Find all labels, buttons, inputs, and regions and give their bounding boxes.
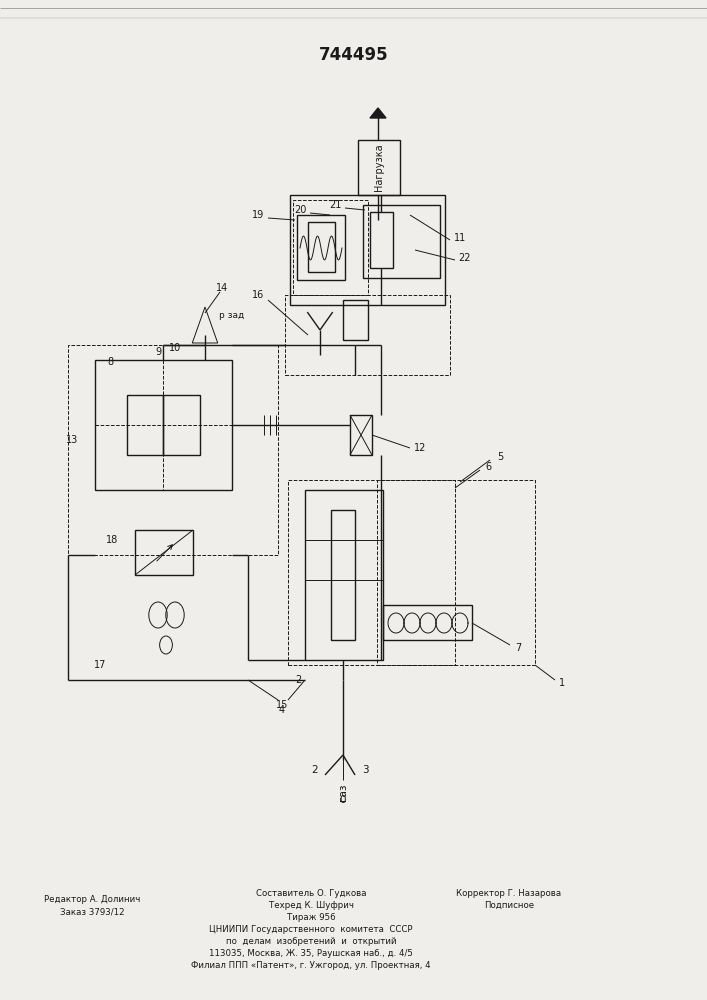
Text: 7: 7	[515, 643, 521, 653]
Bar	[297, 215, 345, 280]
Text: Филиал ППП «Патент», г. Ужгород, ул. Проектная, 4: Филиал ППП «Патент», г. Ужгород, ул. Про…	[192, 960, 431, 970]
Text: 744495: 744495	[319, 46, 388, 64]
Text: 3: 3	[362, 765, 368, 775]
Bar	[95, 360, 232, 490]
Text: Подписное: Подписное	[484, 900, 534, 910]
Bar	[127, 395, 163, 455]
Bar	[163, 395, 200, 455]
Bar	[358, 140, 400, 195]
Text: 8: 8	[107, 357, 113, 367]
Text: Тираж 956: Тираж 956	[287, 912, 335, 922]
Text: 12: 12	[414, 443, 426, 453]
Bar	[290, 195, 445, 305]
Bar	[285, 295, 450, 375]
Text: Техред К. Шуфрич: Техред К. Шуфрич	[269, 900, 354, 910]
Text: 11: 11	[454, 233, 466, 243]
Bar	[308, 222, 335, 272]
Bar	[370, 212, 393, 268]
Text: 10: 10	[169, 343, 181, 353]
Bar	[135, 530, 193, 575]
Bar	[383, 605, 472, 640]
Text: 16: 16	[252, 290, 264, 300]
Bar	[363, 205, 440, 278]
Text: 14: 14	[216, 283, 228, 293]
Text: 9: 9	[155, 347, 161, 357]
Text: 19: 19	[252, 210, 264, 220]
Text: 6: 6	[485, 462, 491, 472]
Text: 4: 4	[279, 705, 285, 715]
Text: 22: 22	[459, 253, 472, 263]
Text: 21: 21	[329, 200, 341, 210]
Bar	[305, 490, 383, 660]
Text: 1: 1	[559, 678, 565, 688]
Bar	[288, 480, 455, 665]
Bar	[377, 480, 535, 665]
Text: Корректор Г. Назарова: Корректор Г. Назарова	[457, 888, 561, 898]
Text: 15: 15	[276, 700, 288, 710]
Text: 2: 2	[312, 765, 318, 775]
Text: 18: 18	[106, 535, 118, 545]
Text: 113035, Москва, Ж. 35, Раушская наб., д. 4/5: 113035, Москва, Ж. 35, Раушская наб., д.…	[209, 948, 413, 958]
Text: ЦНИИПИ Государственного  комитета  СССР: ЦНИИПИ Государственного комитета СССР	[209, 924, 413, 934]
Text: 0: 0	[340, 795, 346, 805]
Text: газ: газ	[338, 783, 348, 801]
Text: Редактор А. Долинич: Редактор А. Долинич	[44, 896, 140, 904]
Bar	[68, 345, 278, 555]
Bar	[350, 415, 372, 455]
Text: Заказ 3793/12: Заказ 3793/12	[59, 908, 124, 916]
Text: Составитель О. Гудкова: Составитель О. Гудкова	[256, 888, 366, 898]
Text: Нагрузка: Нагрузка	[374, 144, 384, 191]
Text: 17: 17	[94, 660, 106, 670]
Text: 5: 5	[497, 452, 503, 462]
Bar	[343, 300, 368, 340]
Text: 13: 13	[66, 435, 78, 445]
Text: 2: 2	[295, 675, 301, 685]
Text: р зад: р зад	[219, 310, 245, 320]
Bar	[293, 200, 368, 295]
Text: 20: 20	[294, 205, 306, 215]
Bar	[331, 510, 355, 640]
Polygon shape	[370, 108, 386, 118]
Text: по  делам  изобретений  и  открытий: по делам изобретений и открытий	[226, 936, 397, 946]
